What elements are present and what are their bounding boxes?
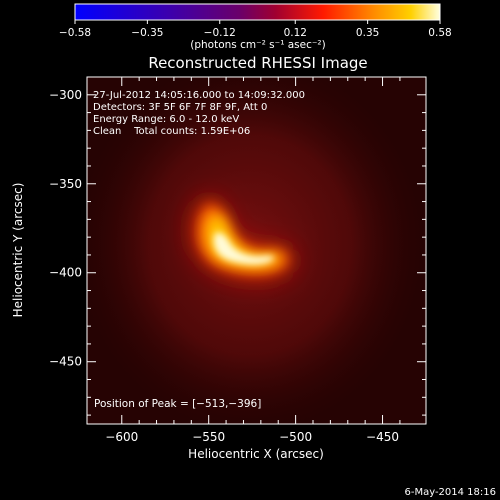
colorbar-tick-label: −0.35 xyxy=(131,27,163,39)
annotation-energy-range: Energy Range: 6.0 - 12.0 keV xyxy=(93,114,239,125)
colorbar-tick-label: 0.58 xyxy=(428,27,451,39)
y-tick-label: −450 xyxy=(49,355,82,369)
y-tick-label: −400 xyxy=(49,266,82,280)
annotation-time-range: 27-Jul-2012 14:05:16.000 to 14:09:32.000 xyxy=(93,90,305,101)
colorbar-tick-label: −0.12 xyxy=(204,27,236,39)
heatmap-image xyxy=(87,77,426,424)
date-stamp: 6-May-2014 18:16 xyxy=(404,487,496,498)
annotation-clean-counts: Clean Total counts: 1.59E+06 xyxy=(93,126,250,137)
x-tick-label: −550 xyxy=(192,430,225,444)
y-tick-label: −300 xyxy=(49,88,82,102)
x-tick-label: −600 xyxy=(105,430,138,444)
annotation-block: 27-Jul-2012 14:05:16.000 to 14:09:32.000… xyxy=(93,90,305,137)
x-axis-label: Heliocentric X (arcsec) xyxy=(188,447,324,461)
colorbar-tick-label: −0.58 xyxy=(59,27,91,39)
x-tick-label: −500 xyxy=(279,430,312,444)
y-tick-label: −350 xyxy=(49,177,82,191)
colorbar-tick-label: 0.12 xyxy=(284,27,307,39)
y-axis-label: Heliocentric Y (arcsec) xyxy=(11,183,25,318)
colorbar-tick-label: 0.35 xyxy=(356,27,379,39)
annotation-detectors: Detectors: 3F 5F 6F 7F 8F 9F, Att 0 xyxy=(93,102,267,113)
colorbar-ticks: −0.58 −0.35 −0.12 0.12 0.35 0.58 xyxy=(59,20,452,39)
x-tick-label: −450 xyxy=(366,430,399,444)
x-axis-ticks: −600 −550 −500 −450 xyxy=(105,77,401,444)
y-axis-ticks: −300 −350 −400 −450 xyxy=(49,76,426,416)
colorbar-unit-label: (photons cm⁻² s⁻¹ asec⁻²) xyxy=(190,39,325,51)
chart-title: Reconstructed RHESSI Image xyxy=(148,54,367,72)
peak-position-label: Position of Peak = [−513,−396] xyxy=(94,398,261,410)
colorbar xyxy=(74,3,441,21)
plot-frame xyxy=(86,76,427,425)
